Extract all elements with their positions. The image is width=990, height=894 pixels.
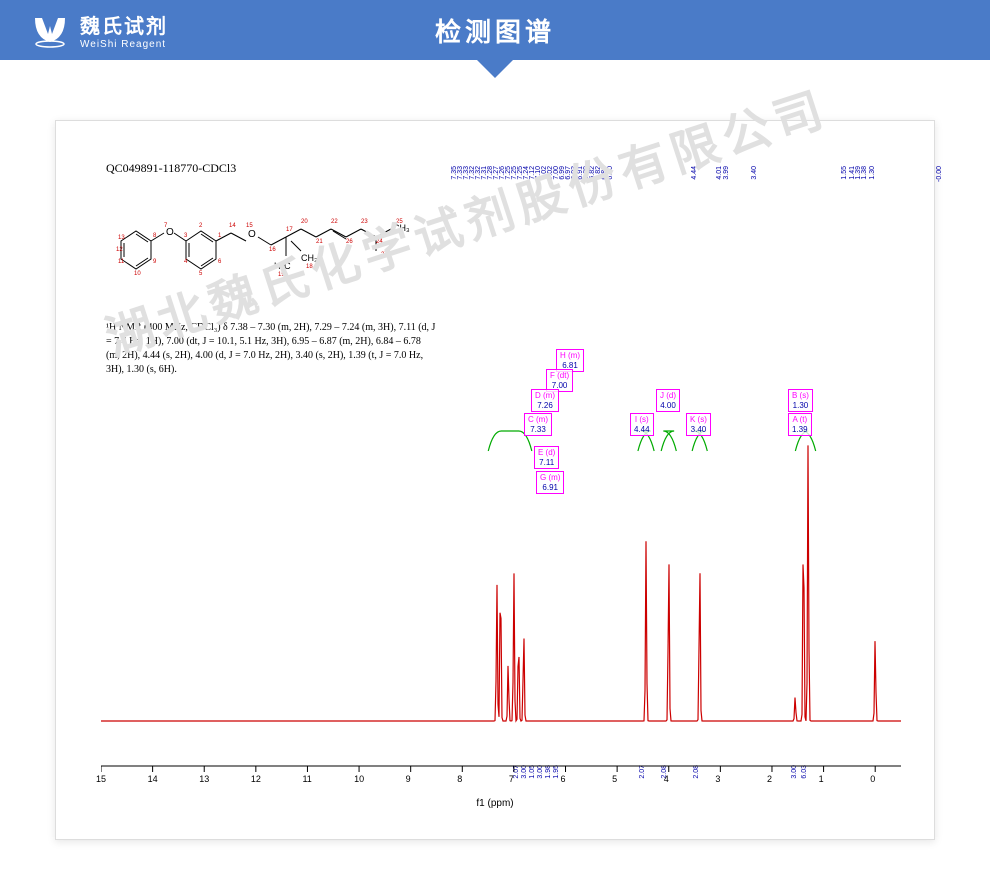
svg-text:H₃C: H₃C bbox=[274, 261, 291, 271]
page-title: 检测图谱 bbox=[435, 12, 555, 49]
svg-text:16: 16 bbox=[269, 247, 276, 253]
x-tick-label: 2 bbox=[767, 774, 772, 784]
svg-text:18: 18 bbox=[306, 264, 313, 270]
peak-annotation-E: E (d)7.11 bbox=[534, 446, 559, 469]
logo-icon bbox=[30, 10, 70, 50]
nmr-description: ¹H NMR (400 MHz, CDCl₃) δ 7.38 – 7.30 (m… bbox=[106, 321, 436, 377]
peak-annotation-I: I (s)4.44 bbox=[630, 413, 654, 436]
svg-text:12: 12 bbox=[116, 247, 123, 253]
svg-text:9: 9 bbox=[153, 259, 157, 265]
header-arrow-icon bbox=[477, 60, 513, 78]
svg-text:6: 6 bbox=[218, 259, 222, 265]
integral-labels: 2.073.001.053.001.981.952.072.082.083.00… bbox=[101, 741, 901, 761]
spectrum-trace bbox=[101, 421, 901, 741]
sample-id: QC049891-118770-CDCl3 bbox=[106, 161, 236, 176]
peak-label: 1.38 bbox=[861, 166, 868, 180]
peak-annotation-C: C (m)7.33 bbox=[524, 413, 552, 436]
svg-text:10: 10 bbox=[134, 271, 141, 277]
x-tick-label: 13 bbox=[199, 774, 209, 784]
peak-label: 1.30 bbox=[869, 166, 876, 180]
x-tick-label: 1 bbox=[819, 774, 824, 784]
svg-text:19: 19 bbox=[278, 272, 285, 278]
x-tick-label: 3 bbox=[715, 774, 720, 784]
peak-label: 1.55 bbox=[841, 166, 848, 180]
peak-annotation-K: K (s)3.40 bbox=[686, 413, 711, 436]
svg-text:23: 23 bbox=[361, 219, 368, 225]
x-tick-label: 4 bbox=[664, 774, 669, 784]
x-tick-label: 10 bbox=[354, 774, 364, 784]
svg-text:22: 22 bbox=[331, 219, 338, 225]
peak-annotation-G: G (m)6.91 bbox=[536, 471, 564, 494]
molecular-structure: O O H₃C CH₃ CH₃ 131211 1098 732 bbox=[106, 201, 416, 311]
x-tick-label: 12 bbox=[251, 774, 261, 784]
svg-text:25: 25 bbox=[396, 219, 403, 225]
x-tick-label: 7 bbox=[509, 774, 514, 784]
peak-label: 4.44 bbox=[691, 166, 698, 180]
svg-text:O: O bbox=[248, 229, 256, 240]
x-tick-label: 11 bbox=[302, 774, 311, 784]
x-tick-label: 15 bbox=[96, 774, 106, 784]
spectrum-panel: 湖北魏氏化学试剂股份有限公司 QC049891-118770-CDCl3 O O… bbox=[55, 120, 935, 840]
svg-text:21: 21 bbox=[316, 239, 323, 245]
svg-text:15: 15 bbox=[246, 223, 253, 229]
svg-text:26: 26 bbox=[346, 239, 353, 245]
svg-text:2: 2 bbox=[199, 223, 203, 229]
peak-annotation-B: B (s)1.30 bbox=[788, 389, 813, 412]
svg-text:13: 13 bbox=[118, 235, 125, 241]
peak-label: 3.99 bbox=[723, 166, 730, 180]
svg-text:3: 3 bbox=[184, 233, 188, 239]
peak-label: 4.01 bbox=[716, 166, 723, 180]
peak-label: 6.80 bbox=[607, 166, 614, 180]
logo-text-cn: 魏氏试剂 bbox=[80, 10, 168, 39]
x-tick-label: 5 bbox=[612, 774, 617, 784]
svg-text:5: 5 bbox=[199, 271, 203, 277]
peak-annotation-A: A (t)1.39 bbox=[788, 413, 812, 436]
svg-text:CH₃: CH₃ bbox=[301, 253, 318, 263]
svg-text:24: 24 bbox=[376, 239, 383, 245]
svg-text:14: 14 bbox=[229, 223, 236, 229]
peak-annotation-D: D (m)7.26 bbox=[531, 389, 559, 412]
peak-annotation-J: J (d)4.00 bbox=[656, 389, 680, 412]
x-tick-label: 6 bbox=[561, 774, 566, 784]
x-axis: 1514131211109876543210 bbox=[101, 764, 901, 794]
logo: 魏氏试剂 WeiShi Reagent bbox=[0, 10, 168, 50]
x-tick-label: 0 bbox=[870, 774, 875, 784]
x-tick-label: 9 bbox=[406, 774, 411, 784]
peak-labels-top: 7.357.337.337.327.327.317.287.277.267.25… bbox=[451, 166, 901, 206]
logo-text-en: WeiShi Reagent bbox=[80, 39, 168, 50]
peak-label: -0.00 bbox=[936, 166, 943, 182]
svg-text:27: 27 bbox=[381, 252, 388, 258]
header-bar: 魏氏试剂 WeiShi Reagent 检测图谱 bbox=[0, 0, 990, 60]
x-axis-label: f1 (ppm) bbox=[476, 798, 513, 809]
peak-label: 3.40 bbox=[751, 166, 758, 180]
svg-text:17: 17 bbox=[286, 227, 293, 233]
svg-text:20: 20 bbox=[301, 219, 308, 225]
x-tick-label: 8 bbox=[457, 774, 462, 784]
svg-text:11: 11 bbox=[118, 259, 125, 265]
x-tick-label: 14 bbox=[148, 774, 158, 784]
